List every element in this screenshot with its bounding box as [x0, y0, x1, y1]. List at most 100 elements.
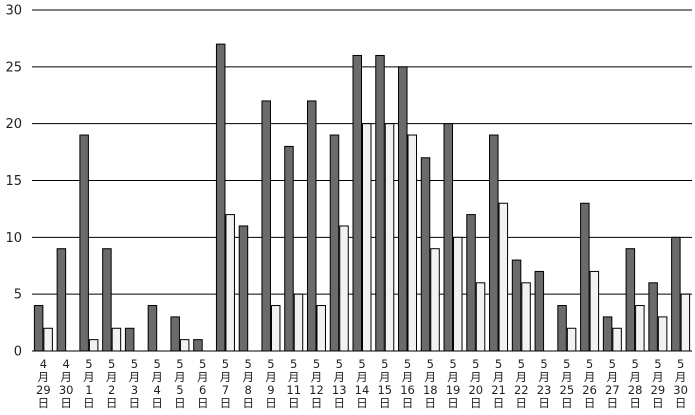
- x-tick-label-part: 日: [493, 396, 505, 410]
- x-tick-label-part: 日: [652, 396, 664, 410]
- x-tick-label-part: 4: [154, 383, 161, 397]
- x-tick-label-part: 月: [516, 370, 528, 384]
- x-tick-label-part: 日: [38, 396, 50, 410]
- x-tick-label-part: 5: [267, 357, 274, 371]
- bars: [33, 43, 691, 352]
- x-tick-label-part: 月: [425, 370, 437, 384]
- x-tick-label-part: 日: [60, 396, 72, 410]
- bar-series-2: [612, 327, 622, 352]
- x-tick-label-part: 18: [423, 383, 438, 397]
- y-tick-label: 10: [5, 231, 22, 246]
- bar-series-2: [407, 134, 418, 352]
- x-tick-label-part: 5: [176, 383, 183, 397]
- bar-series-1: [261, 100, 271, 352]
- bar-series-1: [466, 214, 476, 352]
- x-tick-label-part: 5: [631, 357, 638, 371]
- x-tick-label-part: 月: [470, 370, 482, 384]
- x-tick-label-part: 月: [356, 370, 368, 384]
- x-tick-label-part: 日: [629, 396, 641, 410]
- x-tick-label-part: 4: [40, 357, 47, 371]
- x-tick-label-part: 29: [36, 383, 51, 397]
- x-tick-label-part: 5: [404, 357, 411, 371]
- bar-series-1: [215, 43, 226, 352]
- x-tick-label-part: 月: [561, 370, 573, 384]
- bar-series-1: [193, 339, 203, 352]
- x-tick-label-part: 月: [83, 370, 95, 384]
- x-tick-label-part: 5: [586, 357, 593, 371]
- bar-series-1: [648, 282, 658, 352]
- x-tick-label-part: 5: [381, 357, 388, 371]
- bar-series-2: [88, 339, 99, 352]
- x-tick-label-part: 日: [470, 396, 482, 410]
- x-tick-label-part: 5: [677, 357, 684, 371]
- x-tick-label-part: 日: [151, 396, 163, 410]
- bar-series-1: [511, 259, 522, 352]
- x-tick-label-part: 5: [540, 357, 547, 371]
- x-tick-label-part: 月: [333, 370, 345, 384]
- x-tick-label-part: 日: [265, 396, 277, 410]
- bar-series-1: [375, 54, 385, 352]
- bar-series-2: [453, 236, 463, 352]
- bar-series-2: [111, 327, 122, 352]
- x-tick-label-part: 21: [491, 383, 506, 397]
- y-tick-label: 25: [5, 60, 22, 75]
- x-tick-label-part: 日: [174, 396, 186, 410]
- x-tick-label-part: 日: [197, 396, 209, 410]
- x-tick-label-part: 19: [446, 383, 461, 397]
- x-tick-label-part: 日: [379, 396, 391, 410]
- bar-series-1: [557, 305, 567, 352]
- bar-series-1: [79, 134, 89, 352]
- x-tick-label-part: 5: [176, 357, 183, 371]
- bar-series-1: [329, 134, 340, 352]
- x-tick-label-part: 22: [514, 383, 529, 397]
- bar-series-2: [339, 225, 349, 352]
- y-tick-label: 0: [14, 345, 22, 360]
- bar-series-2: [362, 123, 372, 352]
- bar-series-1: [56, 248, 67, 352]
- x-tick-label-part: 5: [131, 357, 138, 371]
- bar-series-2: [589, 270, 600, 352]
- x-tick-label-part: 5: [154, 357, 161, 371]
- x-tick-label-part: 5: [449, 357, 456, 371]
- bar-series-1: [602, 316, 613, 352]
- x-tick-label-part: 9: [267, 383, 274, 397]
- x-tick-label-part: 日: [129, 396, 141, 410]
- x-tick-label-part: 月: [402, 370, 414, 384]
- x-tick-label-part: 5: [495, 357, 502, 371]
- x-tick-label-part: 5: [313, 357, 320, 371]
- x-tick-label-part: 5: [222, 357, 229, 371]
- x-tick-label-part: 月: [174, 370, 186, 384]
- x-tick-label-part: 日: [402, 396, 414, 410]
- x-tick-label-part: 月: [242, 370, 254, 384]
- x-tick-label-part: 5: [609, 357, 616, 371]
- x-tick-label-part: 25: [560, 383, 575, 397]
- bar-series-1: [398, 66, 408, 352]
- bar-series-2: [316, 305, 326, 352]
- x-tick-label-part: 15: [377, 383, 392, 397]
- x-tick-label-part: 月: [38, 370, 50, 384]
- x-tick-label-part: 12: [309, 383, 324, 397]
- bar-series-1: [580, 202, 590, 352]
- x-tick-label-part: 5: [290, 357, 297, 371]
- bar-series-2: [179, 339, 190, 352]
- x-tick-label-part: 1: [85, 383, 92, 397]
- x-tick-label-part: 月: [607, 370, 619, 384]
- bar-series-2: [384, 123, 395, 352]
- x-tick-label-part: 5: [427, 357, 434, 371]
